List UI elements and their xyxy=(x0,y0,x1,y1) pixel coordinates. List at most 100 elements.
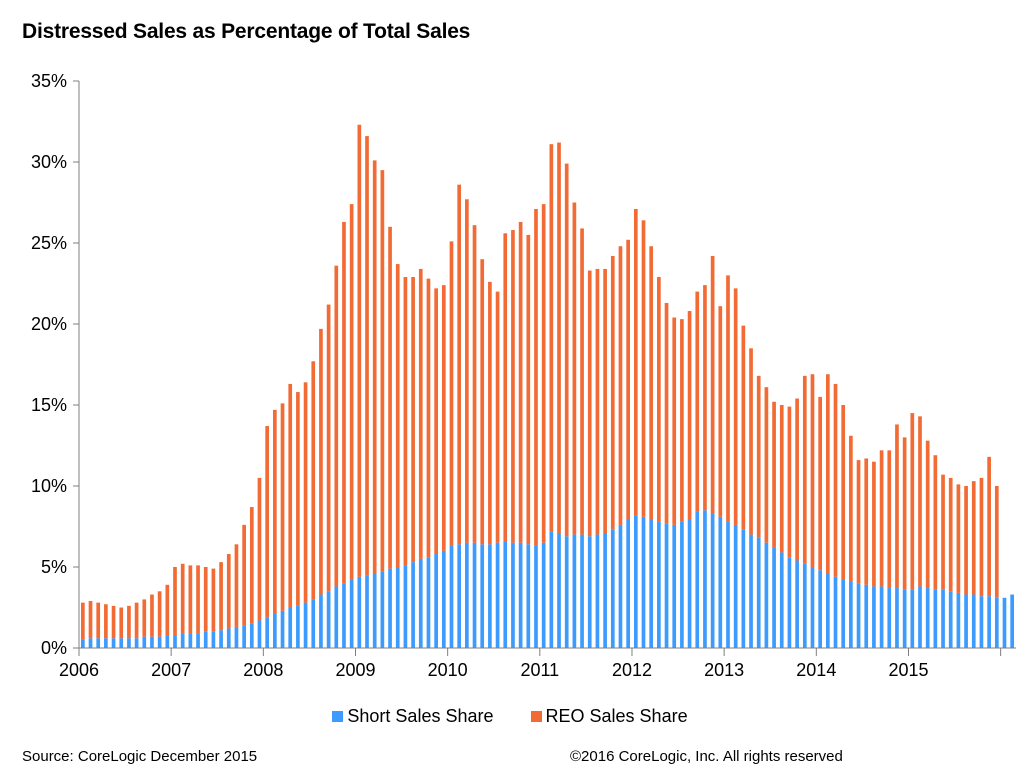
bar-short-sales xyxy=(249,623,254,648)
bar-reo-sales xyxy=(180,563,185,634)
bar-short-sales xyxy=(234,626,239,648)
bar-reo-sales xyxy=(449,241,454,546)
bar-reo-sales xyxy=(833,383,838,577)
bar-reo-sales xyxy=(349,204,354,580)
bar-reo-sales xyxy=(856,460,861,584)
bar-reo-sales xyxy=(641,220,646,517)
bar-short-sales xyxy=(810,567,815,648)
bar-short-sales xyxy=(764,542,769,648)
bar-reo-sales xyxy=(649,246,654,521)
bar-short-sales xyxy=(403,565,408,648)
bar-short-sales xyxy=(733,524,738,648)
bar-reo-sales xyxy=(96,602,101,639)
legend-swatch-reo-sales xyxy=(530,711,542,722)
bar-reo-sales xyxy=(664,302,669,524)
bar-reo-sales xyxy=(426,278,431,558)
bar-short-sales xyxy=(534,545,538,648)
x-tick-label: 2011 xyxy=(520,660,559,680)
bar-short-sales xyxy=(488,544,492,648)
bar-reo-sales xyxy=(772,401,776,548)
source-note: Source: CoreLogic December 2015 xyxy=(22,748,258,765)
bar-short-sales xyxy=(1010,594,1015,648)
bar-short-sales xyxy=(948,591,953,648)
bar-short-sales xyxy=(273,613,277,648)
x-tick-label: 2015 xyxy=(888,660,928,680)
bar-reo-sales xyxy=(334,265,339,587)
bar-short-sales xyxy=(994,597,999,648)
bar-reo-sales xyxy=(741,325,746,530)
bar-reo-sales xyxy=(764,387,769,543)
bar-short-sales xyxy=(127,638,131,648)
bar-short-sales xyxy=(242,625,246,648)
bar-reo-sales xyxy=(173,567,177,636)
x-tick-label: 2010 xyxy=(428,660,468,680)
bar-reo-sales xyxy=(994,486,999,598)
bar-reo-sales xyxy=(971,481,976,595)
bar-reo-sales xyxy=(518,221,523,543)
bar-short-sales xyxy=(925,588,930,648)
bar-reo-sales xyxy=(541,204,546,543)
bar-short-sales xyxy=(572,534,577,648)
bar-reo-sales xyxy=(234,544,239,627)
bar-short-sales xyxy=(119,638,124,648)
bar-short-sales xyxy=(910,589,915,648)
bar-short-sales xyxy=(795,560,799,648)
bar-short-sales xyxy=(465,542,469,648)
bar-short-sales xyxy=(388,568,392,648)
bar-reo-sales xyxy=(887,450,892,589)
bar-reo-sales xyxy=(841,405,846,580)
bar-short-sales xyxy=(618,524,623,648)
bar-reo-sales xyxy=(879,450,884,587)
bar-short-sales xyxy=(303,602,308,648)
bar-short-sales xyxy=(203,631,208,648)
bar-short-sales xyxy=(150,636,154,648)
bar-short-sales xyxy=(372,573,377,648)
bar-short-sales xyxy=(825,573,830,648)
bar-reo-sales xyxy=(157,591,162,637)
bar-reo-sales xyxy=(472,225,477,543)
legend-item-short-sales: Short Sales Share xyxy=(332,706,494,727)
bar-reo-sales xyxy=(388,226,392,569)
x-tick-label: 2009 xyxy=(335,660,375,680)
x-tick-label: 2012 xyxy=(612,660,652,680)
bar-reo-sales xyxy=(633,208,638,516)
bar-short-sales xyxy=(849,581,853,648)
bar-short-sales xyxy=(718,516,723,648)
bar-short-sales xyxy=(641,516,646,648)
bar-reo-sales xyxy=(434,288,438,555)
bar-reo-sales xyxy=(580,228,584,535)
bar-short-sales xyxy=(511,542,515,648)
bar-short-sales xyxy=(749,534,753,648)
bar-reo-sales xyxy=(296,392,300,606)
bar-short-sales xyxy=(787,557,792,648)
bar-reo-sales xyxy=(587,270,592,537)
bar-reo-sales xyxy=(534,208,538,546)
bar-reo-sales xyxy=(480,259,485,545)
bar-short-sales xyxy=(710,513,715,648)
bar-short-sales xyxy=(895,588,899,648)
bar-short-sales xyxy=(541,542,546,648)
bars-group xyxy=(81,124,1015,648)
bar-short-sales xyxy=(426,557,431,648)
bar-reo-sales xyxy=(810,374,815,567)
bar-reo-sales xyxy=(695,291,700,512)
y-tick-label: 20% xyxy=(31,314,67,334)
bar-reo-sales xyxy=(595,268,600,535)
bar-reo-sales xyxy=(872,461,876,587)
bar-short-sales xyxy=(219,630,223,648)
bar-short-sales xyxy=(495,542,500,648)
bar-short-sales xyxy=(557,532,561,648)
bar-reo-sales xyxy=(372,160,377,574)
bar-short-sales xyxy=(902,589,907,648)
bar-short-sales xyxy=(941,589,945,648)
bar-reo-sales xyxy=(849,435,853,582)
bar-reo-sales xyxy=(610,255,615,530)
bar-short-sales xyxy=(104,638,108,648)
bar-reo-sales xyxy=(203,567,208,632)
bar-short-sales xyxy=(503,541,508,648)
bar-reo-sales xyxy=(572,202,577,535)
bar-reo-sales xyxy=(188,565,193,634)
bar-reo-sales xyxy=(495,291,500,543)
bar-short-sales xyxy=(741,529,746,648)
bar-reo-sales xyxy=(134,602,139,639)
